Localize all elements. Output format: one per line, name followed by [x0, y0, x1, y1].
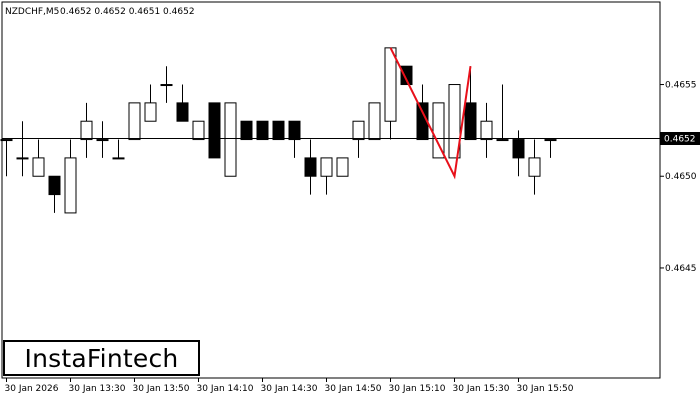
candle [176, 84, 189, 122]
candle [544, 139, 557, 158]
x-tick-label: 30 Jan 13:30 [69, 384, 126, 394]
candle [192, 120, 205, 141]
candle [304, 139, 317, 195]
candle [272, 120, 285, 141]
candle-body-bull [160, 84, 173, 87]
candle-body-bull [224, 102, 237, 177]
candle [432, 102, 445, 159]
candle-body-bull [16, 157, 29, 160]
x-tick-label: 30 Jan 15:50 [517, 384, 574, 394]
candle [80, 102, 93, 158]
candle-body-bull [448, 84, 461, 159]
current-price-badge [660, 132, 700, 145]
chart-header-ohlc: 0.4652 0.4652 0.4651 0.4652 [60, 7, 195, 17]
candle-body-bear [288, 120, 301, 141]
candle [112, 139, 125, 160]
candle [256, 120, 269, 141]
brand-logo: InstaFintech [3, 340, 200, 376]
candle-body-bull [96, 139, 109, 142]
candle-body-bull [0, 139, 13, 142]
candle [496, 84, 509, 142]
y-axis: 0.4655 0.4650 0.4645 [660, 81, 697, 274]
candle-body-bull [32, 157, 45, 177]
candle-body-bear [304, 157, 317, 177]
candle [352, 120, 365, 158]
candle [448, 84, 461, 159]
candle-body-bull [432, 102, 445, 159]
x-tick-label: 30 Jan 14:30 [261, 384, 318, 394]
y-tick-label: 0.4645 [665, 264, 697, 274]
candle-body-bull [320, 157, 333, 177]
candle [208, 102, 221, 159]
y-tick-label: 0.4650 [665, 172, 697, 182]
candle-body-bear [48, 175, 61, 196]
candle [0, 139, 13, 177]
candle-body-bull [528, 157, 541, 177]
candle [32, 139, 45, 177]
candle [144, 84, 157, 122]
candle [128, 102, 141, 141]
candle-body-bull [496, 139, 509, 142]
candle-body-bull [544, 139, 557, 142]
candle [336, 157, 349, 177]
candle [224, 102, 237, 177]
candle [48, 175, 61, 213]
current-price-label: 0.4652 [664, 135, 696, 145]
candle-body-bear [400, 65, 413, 86]
y-tick-label: 0.4655 [665, 81, 697, 91]
candle [464, 66, 477, 141]
candle-body-bull [336, 157, 349, 177]
candle-body-bull [112, 157, 125, 160]
candle-body-bull [480, 120, 493, 141]
x-tick-label: 30 Jan 15:10 [389, 384, 446, 394]
candle-body-bear [272, 120, 285, 141]
chart-header: NZDCHF,M5 [5, 7, 59, 17]
candle [240, 120, 253, 141]
x-tick-label: 30 Jan 13:50 [133, 384, 190, 394]
candle-body-bear [208, 102, 221, 159]
x-tick-label: 30 Jan 14:10 [197, 384, 254, 394]
candle-body-bear [512, 139, 525, 159]
candle-body-bull [64, 157, 77, 214]
brand-logo-text: InstaFintech [24, 343, 179, 373]
candle [64, 139, 77, 214]
candle-body-bull [368, 102, 381, 141]
x-tick-label: 30 Jan 14:50 [325, 384, 382, 394]
candle-body-bear [240, 120, 253, 141]
pattern-line [389, 47, 472, 180]
candle-body-bull [128, 102, 141, 141]
candle-body-bull [384, 47, 397, 122]
candle-body-bull [144, 102, 157, 122]
candle-body-bear [256, 120, 269, 141]
candle-body-bull [192, 120, 205, 141]
candle-body-bear [176, 102, 189, 122]
candle [96, 121, 109, 158]
x-tick-label: 30 Jan 15:30 [453, 384, 510, 394]
candle [16, 121, 29, 177]
plot-frame [1, 1, 661, 379]
candle-body-bull [80, 120, 93, 141]
candle [288, 120, 301, 158]
candle [368, 102, 381, 141]
x-tick-label: 30 Jan 2026 [5, 384, 59, 394]
candle-body-bull [352, 120, 365, 141]
candle-body-bear [464, 102, 477, 141]
x-axis: 30 Jan 2026 30 Jan 13:30 30 Jan 13:50 30 Ja… [5, 378, 574, 394]
candles [0, 47, 557, 214]
candle [320, 157, 333, 195]
candle [480, 102, 493, 158]
candle [528, 139, 541, 195]
candle [160, 66, 173, 103]
